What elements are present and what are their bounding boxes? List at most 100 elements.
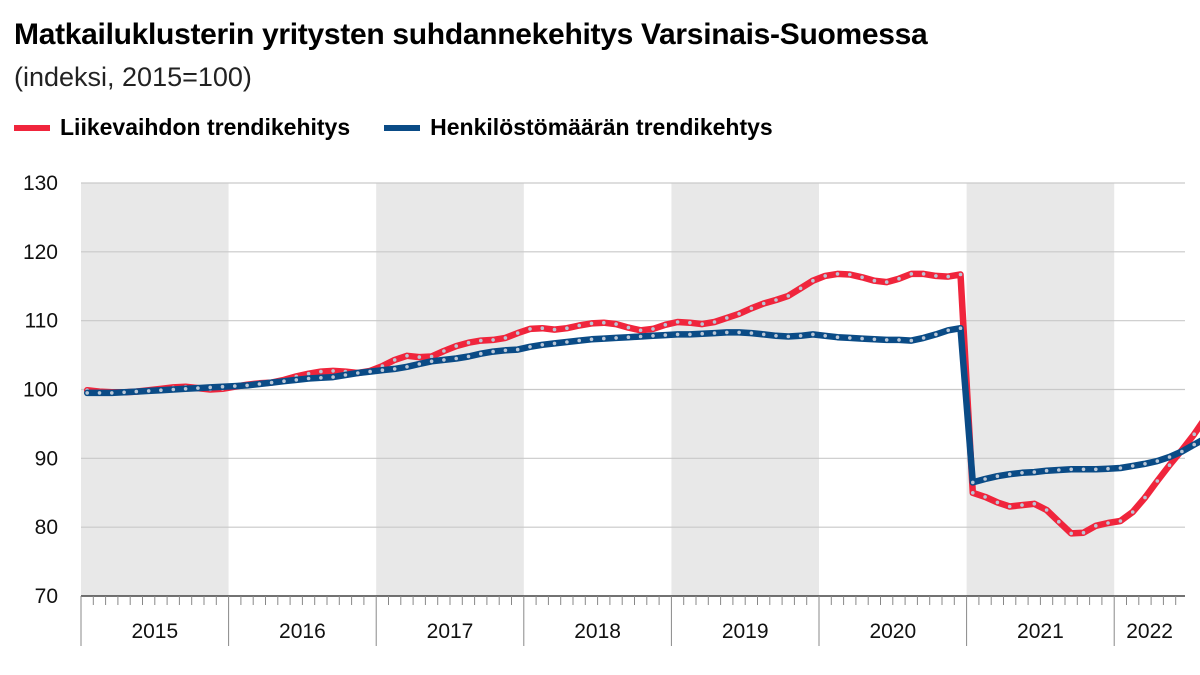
data-point xyxy=(540,343,545,347)
x-tick-label-2016: 2016 xyxy=(279,620,326,643)
data-point xyxy=(971,480,975,485)
data-point xyxy=(1007,472,1012,477)
data-point xyxy=(602,320,606,325)
data-point xyxy=(651,334,655,338)
legend: Liikevaihdon trendikehitys Henkilöstömää… xyxy=(14,114,807,141)
y-axis-tick-labels: 70 80 90 100 110 120 130 xyxy=(23,172,58,608)
data-point xyxy=(835,272,840,276)
data-point xyxy=(1143,495,1147,500)
gridlines xyxy=(81,182,1185,528)
data-point xyxy=(1118,519,1123,523)
data-point xyxy=(1167,455,1172,459)
legend-item-staff: Henkilöstömäärän trendikehtys xyxy=(384,114,773,141)
data-point xyxy=(1032,470,1037,474)
data-point xyxy=(1155,479,1160,483)
data-point xyxy=(1044,508,1049,512)
data-point xyxy=(737,330,741,335)
data-point xyxy=(417,362,422,366)
data-point xyxy=(528,327,532,331)
data-point xyxy=(565,340,569,344)
data-point xyxy=(688,320,692,325)
y-tick-label-110: 110 xyxy=(25,310,58,333)
data-point xyxy=(872,337,877,342)
data-point xyxy=(146,389,151,393)
data-point xyxy=(1057,519,1061,524)
series-lines xyxy=(83,270,1200,537)
data-point xyxy=(528,345,532,349)
data-point xyxy=(392,367,397,371)
data-point xyxy=(811,332,815,337)
data-point xyxy=(786,294,791,298)
data-point xyxy=(368,369,372,374)
data-point xyxy=(946,328,950,333)
data-point xyxy=(1081,467,1086,472)
data-point xyxy=(1069,531,1073,536)
data-point xyxy=(392,358,397,362)
data-point xyxy=(552,327,557,332)
data-point xyxy=(958,272,963,277)
data-point xyxy=(208,385,212,390)
chart-subtitle: (indeksi, 2015=100) xyxy=(14,62,252,92)
x-tick-label-2022: 2022 xyxy=(1126,620,1173,643)
data-point xyxy=(934,274,938,278)
data-point xyxy=(319,376,323,380)
data-point xyxy=(319,369,323,374)
data-point xyxy=(356,371,360,375)
data-point xyxy=(245,383,249,388)
data-point xyxy=(294,378,299,382)
data-point xyxy=(983,495,987,499)
data-point xyxy=(958,326,963,331)
data-point xyxy=(577,338,581,343)
data-point xyxy=(995,500,1000,505)
data-point xyxy=(85,391,89,395)
data-point xyxy=(306,371,311,376)
data-point xyxy=(429,359,434,364)
y-tick-label-80: 80 xyxy=(35,516,58,539)
data-point xyxy=(1069,467,1073,472)
data-point xyxy=(675,332,680,337)
data-point xyxy=(663,323,668,327)
data-point xyxy=(749,306,754,311)
data-point xyxy=(1155,459,1160,463)
data-point xyxy=(823,334,827,338)
data-point xyxy=(589,321,594,326)
data-point xyxy=(171,387,176,392)
data-point xyxy=(183,387,188,391)
x-axis: 2015 2016 2017 2018 2019 2020 2021 2022 xyxy=(80,595,1185,646)
data-point xyxy=(860,336,864,341)
y-tick-label-70: 70 xyxy=(35,585,58,608)
data-point xyxy=(872,278,877,283)
data-point xyxy=(761,332,766,337)
x-tick-label-2018: 2018 xyxy=(574,620,621,643)
data-point xyxy=(454,344,459,348)
data-point xyxy=(1094,524,1098,528)
data-point xyxy=(269,380,274,385)
data-point xyxy=(343,373,348,377)
data-point xyxy=(823,274,827,278)
data-point xyxy=(921,336,926,340)
data-point xyxy=(700,322,704,326)
data-point xyxy=(380,368,385,373)
data-point xyxy=(749,331,754,335)
data-point xyxy=(663,333,668,337)
data-point xyxy=(884,280,889,284)
data-point xyxy=(737,312,741,316)
data-point xyxy=(1180,449,1184,454)
data-point xyxy=(1106,466,1110,471)
x-tick-label-2015: 2015 xyxy=(131,620,178,643)
data-point xyxy=(589,337,594,342)
data-point xyxy=(1167,463,1172,468)
data-point xyxy=(638,328,643,333)
data-point xyxy=(1007,504,1012,509)
data-point xyxy=(712,320,717,324)
data-point xyxy=(971,491,975,495)
data-point xyxy=(515,347,520,352)
data-point xyxy=(602,336,606,341)
data-point xyxy=(626,335,631,340)
data-point xyxy=(159,388,163,393)
y-tick-label-120: 120 xyxy=(23,241,58,264)
data-point xyxy=(282,379,286,384)
data-point xyxy=(638,334,643,339)
data-point xyxy=(466,340,471,345)
